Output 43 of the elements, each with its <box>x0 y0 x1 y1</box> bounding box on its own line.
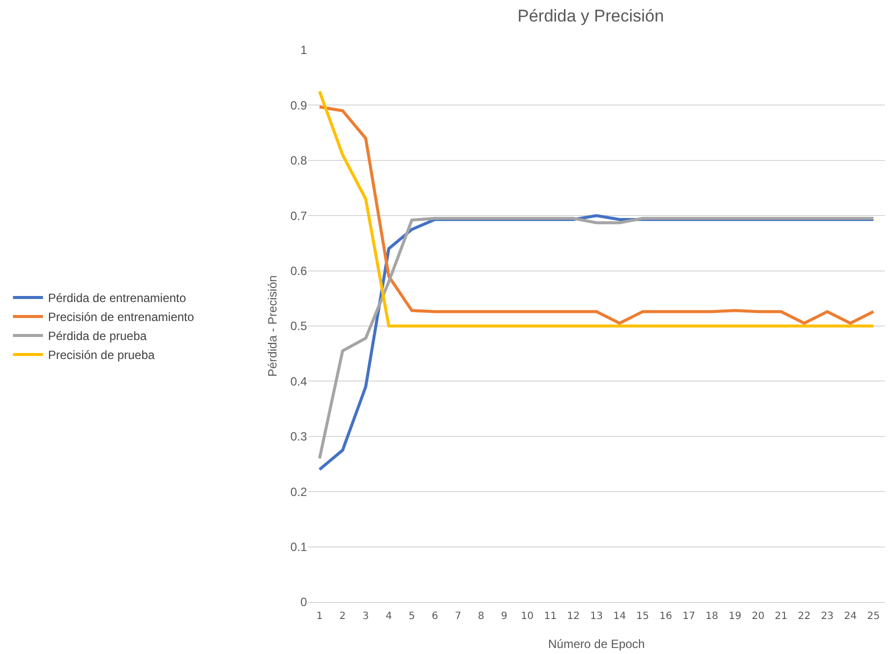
x-tick-label: 24 <box>844 611 857 622</box>
x-tick-label: 21 <box>774 611 788 622</box>
y-tick-label: 0.1 <box>290 540 308 554</box>
x-tick-label: 17 <box>682 611 696 622</box>
x-tick-label: 9 <box>500 611 508 622</box>
x-tick-label: 1 <box>316 611 323 622</box>
x-tick-label: 15 <box>636 611 650 622</box>
x-tick-label: 25 <box>867 611 880 622</box>
x-tick-label: 6 <box>432 611 438 622</box>
x-tick-label: 4 <box>386 611 392 622</box>
x-tick-label: 23 <box>820 611 834 622</box>
x-tick-label: 13 <box>590 611 603 622</box>
x-tick-label: 14 <box>613 611 626 622</box>
x-tick-label: 16 <box>659 611 672 622</box>
y-tick-label: 0.3 <box>290 430 308 444</box>
legend-label: Precisión de entrenamiento <box>48 310 194 324</box>
x-tick-label: 11 <box>544 611 557 622</box>
legend-label: Precisión de prueba <box>48 348 156 362</box>
x-axis-title: Número de Epoch <box>548 637 645 651</box>
y-tick-label: 0.2 <box>290 484 308 499</box>
x-tick-label: 10 <box>520 611 534 622</box>
y-tick-label: 0.8 <box>290 154 308 168</box>
x-tick-label: 8 <box>478 611 484 622</box>
x-tick-label: 5 <box>408 611 416 622</box>
chart-title: Pérdida y Precisión <box>517 6 664 26</box>
x-tick-label: 3 <box>362 611 369 622</box>
y-tick-label: 0.6 <box>290 264 308 278</box>
x-tick-label: 12 <box>567 611 580 622</box>
x-tick-label: 2 <box>339 611 346 622</box>
y-tick-label: 0.7 <box>290 208 308 223</box>
y-tick-label: 0 <box>300 595 308 610</box>
x-tick-label: 18 <box>706 611 718 622</box>
x-tick-label: 19 <box>728 611 742 622</box>
y-axis-title: Pérdida - Precisión <box>266 275 280 377</box>
x-tick-label: 20 <box>752 611 764 622</box>
legend-label: Pérdida de prueba <box>48 329 148 344</box>
legend-label: Pérdida de entrenamiento <box>48 291 186 306</box>
y-tick-label: 0.5 <box>290 319 308 334</box>
x-tick-label: 22 <box>798 611 811 622</box>
y-tick-label: 0.4 <box>290 374 308 388</box>
x-tick-label: 7 <box>454 611 462 622</box>
y-tick-label: 1 <box>300 43 308 58</box>
y-tick-label: 0.9 <box>290 98 308 112</box>
